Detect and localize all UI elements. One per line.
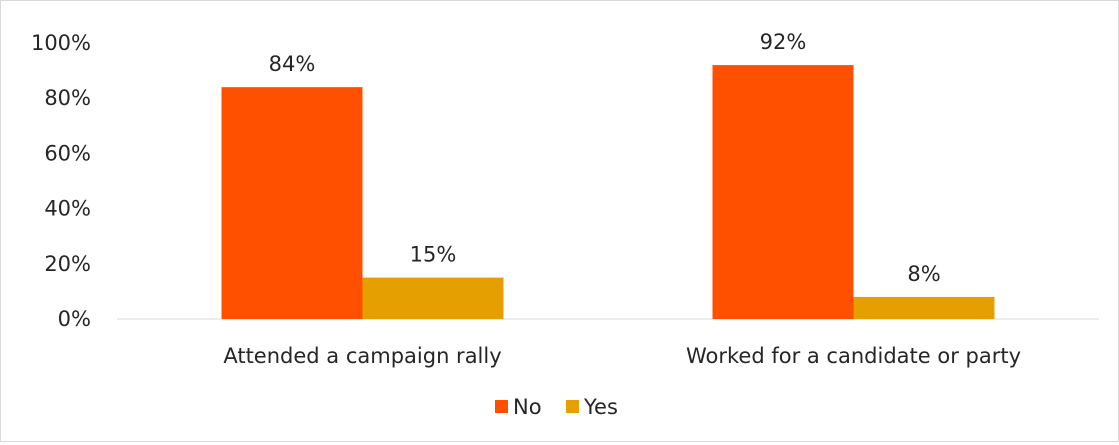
bar-no-2 [712,65,854,319]
bar-yes-1 [362,277,504,319]
data-label: 8% [907,262,940,286]
y-tick-label: 60% [44,141,91,165]
y-tick-label: 40% [44,197,91,221]
category-label: Attended a campaign rally [223,344,501,368]
y-axis-tick-labels: 0% 20% 40% 60% 80% 100% [31,31,91,331]
bar-no-1 [221,87,363,319]
y-tick-label: 100% [31,31,91,55]
bar-yes-2 [853,296,995,319]
data-label: 15% [410,243,457,267]
data-label-group: 84% 15% 92% 8% [269,30,941,286]
y-tick-label: 20% [44,252,91,276]
legend-swatch-yes [566,400,579,413]
y-tick-label: 0% [58,307,91,331]
category-label-group: Attended a campaign rally Worked for a ca… [223,344,1021,368]
legend-label-no: No [513,395,542,419]
bar-group [221,65,995,319]
data-label: 92% [760,30,807,54]
y-tick-label: 80% [44,86,91,110]
legend-label-yes: Yes [583,395,618,419]
category-label: Worked for a candidate or party [686,344,1021,368]
legend: No Yes [495,395,618,419]
data-label: 84% [269,52,316,76]
legend-swatch-no [495,400,508,413]
